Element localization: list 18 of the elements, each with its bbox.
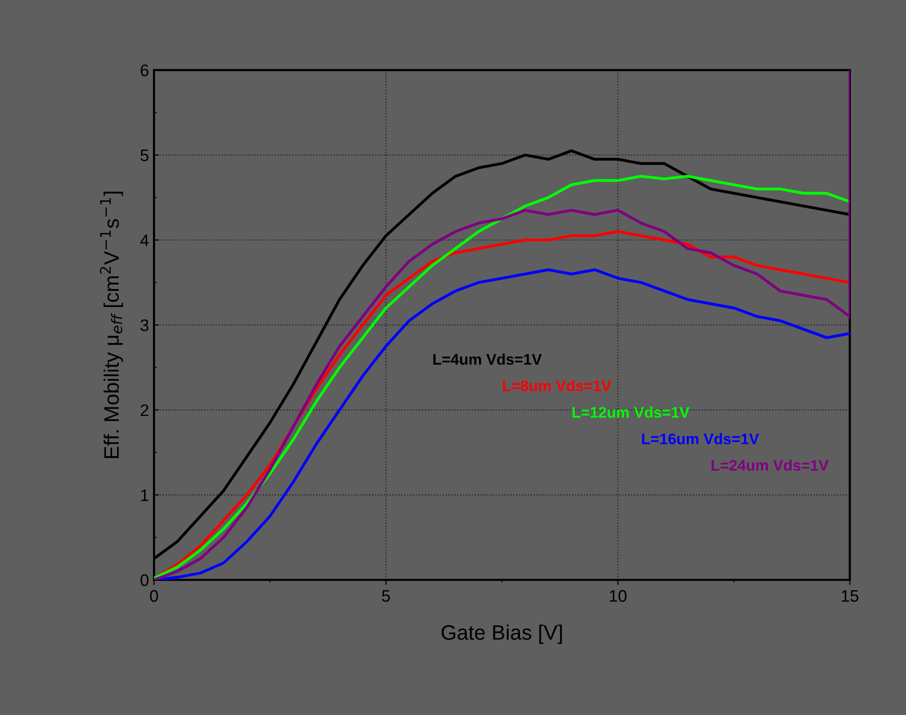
text: L=16um Vds=1V (642, 433, 760, 444)
text: L=4um Vds=1V (433, 354, 542, 365)
x-tick-label: 15 (842, 590, 858, 602)
y-tick-label: 3 (140, 319, 148, 332)
text: L=24um Vds=1V (712, 460, 829, 471)
y-tick-label: 6 (140, 64, 148, 76)
y-tick-label: 1 (141, 489, 148, 501)
text: Eff. Mobility μ$_{eff}$ [cm$^{2}$V$^{−1}$s$^{−1}$] (100, 192, 124, 458)
y-tick-label: 4 (140, 234, 149, 246)
x-tick-label: 10 (610, 590, 627, 602)
x-tick-label: 5 (382, 590, 390, 602)
x-axis-title: Gate Bias [V] (442, 624, 562, 644)
x-tick-label: 0 (150, 590, 158, 602)
text: L=8um Vds=1V (502, 380, 612, 392)
text: L=12um Vds=1V (572, 406, 690, 418)
y-tick-label: 0 (140, 574, 149, 586)
y-tick-label: 5 (140, 150, 148, 162)
y-tick-label: 2 (140, 404, 148, 416)
